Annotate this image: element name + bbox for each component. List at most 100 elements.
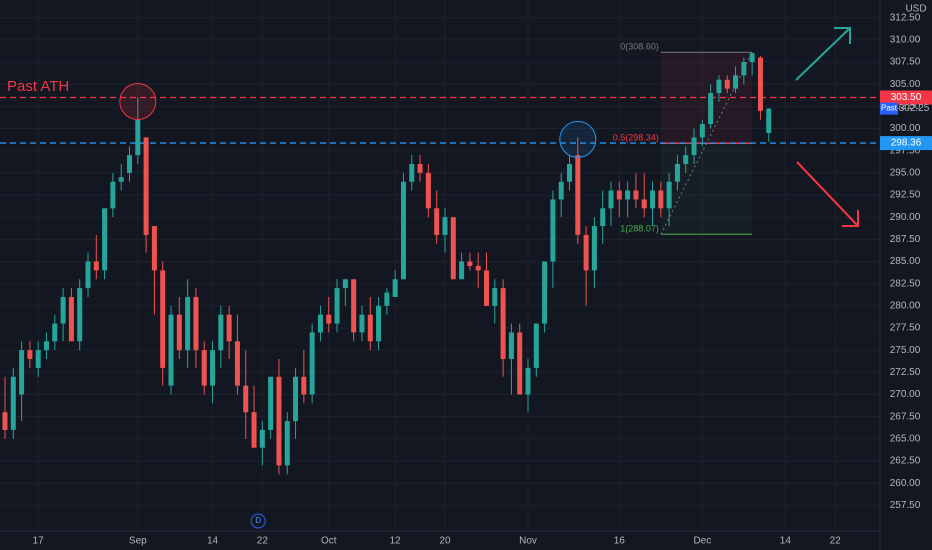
candle-body (334, 288, 340, 324)
candle-body (351, 279, 357, 333)
candle-body (359, 314, 365, 333)
y-tick-label: 295.00 (890, 168, 921, 179)
candle-body (268, 376, 274, 430)
y-tick-label: 300.00 (890, 123, 921, 134)
fib-zone (660, 143, 753, 235)
event-label: D (255, 516, 261, 525)
candle-body (517, 332, 523, 395)
candle-body (591, 226, 597, 271)
candle-body (317, 314, 323, 333)
candle-body (176, 314, 182, 351)
candle-body (284, 421, 290, 466)
candle-body (243, 385, 249, 413)
candle-body (741, 62, 747, 76)
x-tick-label: 16 (614, 536, 626, 547)
fib-label: 0(308.60) (620, 42, 659, 52)
candle-body (724, 79, 730, 89)
candle-body (641, 199, 647, 209)
candle-body (2, 412, 8, 430)
x-tick-label: Dec (693, 536, 711, 547)
last-price-tag: Past (881, 104, 898, 113)
candle-body (160, 270, 166, 368)
candle-body (392, 279, 398, 297)
candle-body (135, 119, 141, 156)
candle-body (326, 314, 332, 324)
y-tick-label: 260.00 (890, 478, 921, 489)
candle-body (77, 288, 83, 342)
grid (0, 0, 880, 531)
candle-body (218, 314, 224, 351)
x-tick-label: 14 (780, 536, 792, 547)
x-tick-label: 17 (33, 536, 45, 547)
candle-body (68, 296, 74, 342)
candle-body (376, 305, 382, 342)
candle-body (276, 376, 282, 466)
candle-body (52, 323, 58, 342)
candle-body (583, 234, 589, 271)
candle-body (567, 163, 573, 182)
y-tick-label: 277.50 (890, 323, 921, 334)
y-tick-label: 305.00 (890, 79, 921, 90)
price-tag (880, 90, 932, 105)
candle-body (616, 190, 622, 200)
candle-body (309, 332, 315, 395)
candle-body (708, 93, 714, 125)
y-tick-label: 267.50 (890, 411, 921, 422)
candle-body (508, 332, 514, 360)
candle-body (450, 217, 456, 280)
candle-body (251, 412, 257, 448)
y-tick-label: 275.00 (890, 345, 921, 356)
y-tick-label: 287.50 (890, 234, 921, 245)
candle-body (525, 367, 531, 395)
price-tag (880, 136, 932, 151)
candle-body (19, 350, 25, 395)
candle-body (10, 376, 16, 430)
candle-body (766, 108, 772, 133)
candle-body (658, 190, 664, 209)
candle-body (542, 261, 548, 324)
currency: USD (905, 4, 926, 15)
candle-body (699, 124, 705, 138)
candle-body (168, 314, 174, 386)
candle-body (558, 181, 564, 200)
candle-body (409, 163, 415, 182)
candle-body (102, 208, 108, 271)
y-tick-label: 257.50 (890, 500, 921, 511)
candle-body (733, 75, 739, 89)
y-tick-label: 270.00 (890, 389, 921, 400)
y-tick-label: 262.50 (890, 456, 921, 467)
price-tag-label: 298.36 (891, 138, 922, 149)
y-tick-label: 292.50 (890, 190, 921, 201)
x-tick-label: Sep (129, 536, 147, 547)
candle-body (425, 172, 431, 209)
candle-body (550, 199, 556, 262)
fib-label: 0.5(298.34) (613, 133, 659, 143)
candle-body (533, 323, 539, 368)
candle-body (716, 79, 722, 94)
x-tick-label: 22 (257, 536, 269, 547)
y-tick-label: 280.00 (890, 300, 921, 311)
candle-body (43, 341, 49, 351)
candle-body (185, 296, 191, 351)
y-tick-label: 265.00 (890, 433, 921, 444)
x-tick-label: Oct (321, 536, 337, 547)
y-tick-label: 310.00 (890, 35, 921, 46)
plot: 0(308.60) 0.5(298.34) 1(288.07) (0, 27, 880, 475)
y-tick-label: 297.50 (890, 145, 921, 156)
candle-body (201, 350, 207, 386)
candle-body (367, 314, 373, 342)
candle-body (259, 429, 265, 448)
candle-body (757, 57, 763, 111)
candle-body (226, 314, 232, 342)
event-marker (250, 513, 266, 529)
candle-body (492, 288, 498, 306)
candle-body (633, 190, 639, 200)
y-tick-label: 312.50 (890, 12, 921, 23)
candle-body (442, 217, 448, 235)
highlight-circle (119, 83, 157, 121)
candle-body (500, 288, 506, 360)
fib-zone (660, 52, 753, 144)
candle-body (483, 270, 489, 306)
